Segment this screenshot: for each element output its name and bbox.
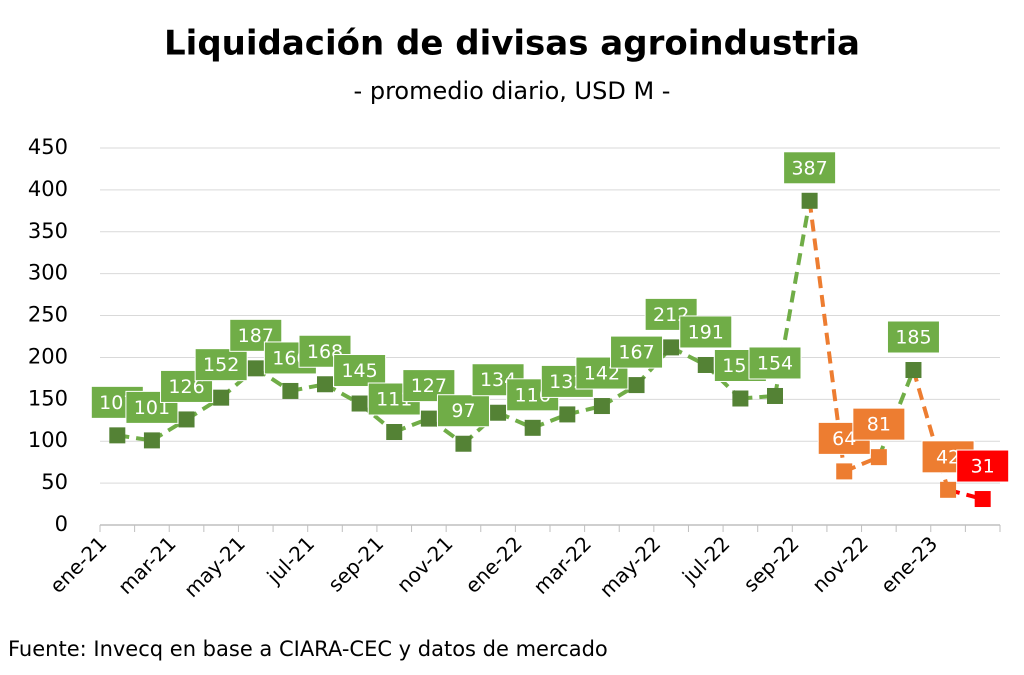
label-box bbox=[852, 407, 906, 441]
data-label: 187 bbox=[238, 325, 274, 347]
y-tick-label: 0 bbox=[55, 512, 68, 536]
marker bbox=[767, 387, 783, 404]
marker bbox=[870, 449, 887, 466]
chart-title: Liquidación de divisas agroindustria bbox=[164, 24, 860, 64]
label-box bbox=[333, 354, 387, 388]
marker bbox=[178, 411, 195, 428]
marker bbox=[593, 398, 610, 415]
label-box bbox=[436, 394, 490, 428]
data-label: 387 bbox=[791, 157, 827, 179]
label-box bbox=[679, 315, 733, 349]
marker bbox=[559, 406, 576, 423]
data-label: 64 bbox=[832, 428, 856, 450]
y-tick-label: 250 bbox=[28, 303, 68, 327]
y-tick-label: 300 bbox=[28, 261, 68, 285]
marker bbox=[697, 356, 714, 373]
y-tick-label: 350 bbox=[28, 219, 68, 243]
marker bbox=[455, 435, 472, 452]
data-label: 31 bbox=[971, 456, 995, 478]
x-tick-label: ene-22 bbox=[460, 531, 526, 597]
marker bbox=[247, 360, 264, 377]
x-tick-label: jul-22 bbox=[677, 531, 735, 589]
y-tick-label: 150 bbox=[28, 386, 68, 410]
y-tick-label: 50 bbox=[41, 470, 68, 494]
y-tick-label: 400 bbox=[28, 177, 68, 201]
data-label: 191 bbox=[688, 321, 724, 343]
line-segment bbox=[773, 200, 812, 397]
marker bbox=[490, 404, 507, 421]
x-tick-label: may-21 bbox=[179, 531, 250, 602]
data-label: 167 bbox=[618, 342, 654, 364]
data-label: 42 bbox=[936, 446, 960, 468]
marker bbox=[213, 389, 230, 406]
data-label: 154 bbox=[757, 352, 793, 374]
marker bbox=[109, 427, 126, 444]
x-tick-label: nov-21 bbox=[392, 531, 458, 597]
marker bbox=[940, 481, 957, 498]
data-label: 145 bbox=[341, 360, 377, 382]
marker bbox=[628, 377, 645, 394]
marker bbox=[974, 491, 991, 508]
marker bbox=[801, 192, 818, 209]
marker bbox=[905, 362, 922, 379]
y-tick-label: 100 bbox=[28, 428, 68, 452]
x-tick-label: nov-22 bbox=[807, 531, 873, 597]
line-segment bbox=[807, 200, 847, 472]
marker bbox=[386, 424, 403, 441]
x-tick-label: jul-21 bbox=[262, 531, 320, 589]
marker bbox=[317, 376, 333, 393]
label-box bbox=[194, 348, 248, 382]
data-label: 152 bbox=[203, 354, 239, 376]
x-tick-label: ene-23 bbox=[876, 531, 942, 597]
x-tick-label: mar-21 bbox=[113, 531, 180, 598]
marker bbox=[663, 339, 680, 356]
label-box bbox=[783, 151, 837, 185]
label-box bbox=[610, 335, 664, 369]
source-note: Fuente: Invecq en base a CIARA-CEC y dat… bbox=[8, 637, 608, 661]
x-tick-label: mar-22 bbox=[529, 531, 596, 598]
x-tick-label: may-22 bbox=[595, 531, 666, 602]
y-tick-label: 450 bbox=[28, 135, 68, 159]
data-label: 185 bbox=[895, 327, 931, 349]
label-box bbox=[886, 320, 940, 354]
chart-subtitle: - promedio diario, USD M - bbox=[354, 77, 671, 105]
data-label: 81 bbox=[867, 414, 891, 436]
marker bbox=[351, 395, 368, 412]
x-tick-label: ene-21 bbox=[45, 531, 111, 597]
y-tick-label: 200 bbox=[28, 344, 68, 368]
data-label: 127 bbox=[411, 375, 447, 397]
data-label: 126 bbox=[168, 376, 204, 398]
x-tick-label: sep-22 bbox=[739, 531, 804, 596]
marker bbox=[420, 410, 437, 427]
marker bbox=[524, 419, 541, 436]
label-box bbox=[956, 449, 1010, 483]
marker bbox=[836, 463, 853, 480]
marker bbox=[143, 432, 160, 449]
marker bbox=[282, 382, 299, 399]
data-label: 97 bbox=[451, 400, 475, 422]
label-box bbox=[748, 346, 802, 380]
marker bbox=[732, 390, 749, 407]
x-tick-label: sep-21 bbox=[323, 531, 388, 596]
